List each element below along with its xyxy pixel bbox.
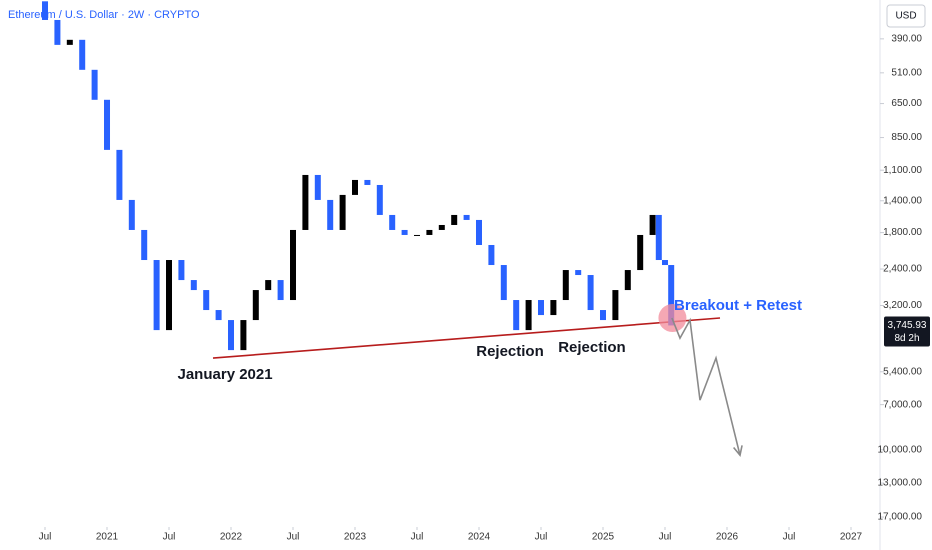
- y-tick-label: 1,100.00: [883, 165, 922, 176]
- candle-body: [290, 229, 297, 301]
- candle-body: [339, 194, 346, 230]
- candle-body: [240, 320, 247, 351]
- candle-body: [537, 300, 544, 316]
- currency-label[interactable]: USD: [895, 11, 916, 22]
- candle-body: [54, 19, 61, 45]
- candle-body: [550, 300, 557, 316]
- y-tick-label: 390.00: [891, 33, 922, 44]
- candle-body: [178, 260, 185, 281]
- y-tick-label: 10,000.00: [878, 444, 923, 455]
- candle-body: [215, 310, 222, 321]
- candle-body: [562, 270, 569, 301]
- candle-body: [525, 300, 532, 331]
- annotation: January 2021: [178, 366, 273, 383]
- candle-body: [91, 69, 98, 100]
- candle-body: [364, 179, 371, 185]
- y-tick-label: 13,000.00: [878, 478, 923, 489]
- x-tick-label: 2025: [592, 532, 615, 543]
- annotation: Rejection: [476, 343, 544, 360]
- last-price-box: [884, 316, 930, 347]
- y-tick-label: 3,200.00: [883, 300, 922, 311]
- candle-body: [575, 270, 582, 276]
- candle-body: [166, 260, 173, 331]
- candle-body: [488, 244, 495, 266]
- y-tick-label: 17,000.00: [878, 512, 923, 523]
- x-tick-label: 2026: [716, 532, 739, 543]
- candle-body: [190, 280, 197, 291]
- candle-body: [438, 224, 445, 230]
- candle-body: [252, 290, 259, 321]
- y-tick-label: 1,800.00: [883, 227, 922, 238]
- candle-body: [265, 280, 272, 291]
- candle-body: [228, 320, 235, 351]
- candle-body: [128, 199, 135, 230]
- candle-body: [141, 229, 148, 261]
- candle-body: [413, 234, 420, 236]
- candle-body: [203, 290, 210, 311]
- x-tick-label: Jul: [783, 532, 796, 543]
- candle-body: [66, 39, 73, 45]
- x-tick-label: 2027: [840, 532, 863, 543]
- candle-body: [655, 214, 662, 261]
- y-tick-label: 7,000.00: [883, 399, 922, 410]
- chart-title: Ethereum / U.S. Dollar · 2W · CRYPTO: [8, 9, 200, 21]
- candle-body: [624, 270, 631, 291]
- candle-body: [649, 214, 656, 235]
- candle-body: [612, 290, 619, 321]
- candle-body: [314, 174, 321, 200]
- y-tick-label: 2,400.00: [883, 264, 922, 275]
- candle-body: [513, 300, 520, 331]
- candle-body: [302, 174, 309, 230]
- candle-body: [352, 179, 359, 195]
- annotation: Breakout + Retest: [674, 297, 802, 314]
- last-price-label: 3,745.93 8d 2h: [884, 316, 930, 347]
- candle-body: [389, 214, 396, 230]
- currency-box[interactable]: [886, 4, 926, 28]
- candle-body: [401, 229, 408, 235]
- x-tick-label: Jul: [287, 532, 300, 543]
- x-tick-label: 2021: [96, 532, 119, 543]
- last-price-text: 3,745.93: [888, 320, 927, 331]
- y-tick-label: 650.00: [891, 98, 922, 109]
- x-tick-label: 2023: [344, 532, 367, 543]
- annotation: Rejection: [558, 339, 626, 356]
- candle-body: [463, 214, 470, 220]
- candle-body: [475, 219, 482, 245]
- candle-body: [42, 1, 49, 20]
- projection-path: [671, 317, 741, 456]
- x-tick-label: Jul: [659, 532, 672, 543]
- projection-arrowhead: [733, 445, 743, 457]
- candle-body: [668, 265, 675, 326]
- y-tick-label: 850.00: [891, 132, 922, 143]
- candle-body: [116, 149, 123, 200]
- candle-body: [637, 234, 644, 271]
- candle-body: [500, 265, 507, 301]
- candle-body: [661, 260, 668, 266]
- candle-body: [277, 280, 284, 301]
- candle-body: [451, 214, 458, 225]
- candle-body: [104, 99, 111, 150]
- candle-body: [376, 184, 383, 215]
- x-tick-label: Jul: [39, 532, 52, 543]
- y-tick-label: 510.00: [891, 67, 922, 78]
- countdown-text: 8d 2h: [894, 333, 919, 344]
- y-tick-label: 1,400.00: [883, 195, 922, 206]
- x-tick-label: Jul: [535, 532, 548, 543]
- candle-body: [327, 199, 334, 230]
- x-tick-label: Jul: [411, 532, 424, 543]
- x-tick-label: Jul: [163, 532, 176, 543]
- candle-body: [587, 275, 594, 311]
- y-tick-label: 5,400.00: [883, 366, 922, 377]
- candle-body: [599, 310, 606, 321]
- trendline: [212, 317, 721, 359]
- x-tick-label: 2022: [220, 532, 243, 543]
- candle-body: [153, 260, 160, 331]
- x-tick-label: 2024: [468, 532, 491, 543]
- candle-body: [79, 39, 86, 70]
- candle-body: [426, 229, 433, 235]
